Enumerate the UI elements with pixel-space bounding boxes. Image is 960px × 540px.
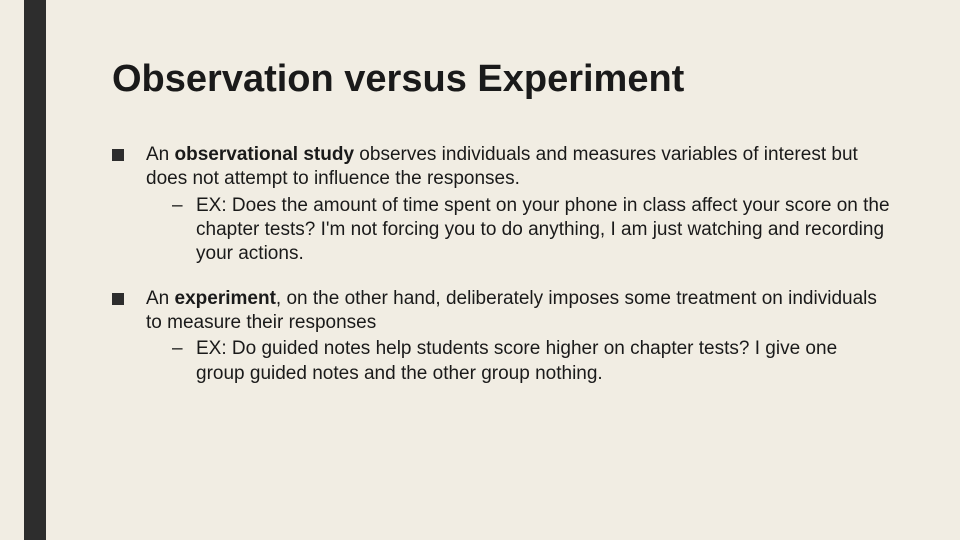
sub-list: EX: Does the amount of time spent on you… bbox=[146, 194, 890, 267]
bullet-text-bold: observational study bbox=[175, 144, 355, 165]
bullet-text-prefix: An bbox=[146, 288, 175, 309]
sub-list-item: EX: Does the amount of time spent on you… bbox=[172, 194, 890, 267]
accent-bar bbox=[24, 0, 46, 540]
sub-list: EX: Do guided notes help students score … bbox=[146, 337, 890, 386]
sub-bullet-text: EX: Do guided notes help students score … bbox=[196, 338, 837, 383]
list-item: An observational study observes individu… bbox=[112, 143, 890, 267]
sub-bullet-text: EX: Does the amount of time spent on you… bbox=[196, 195, 890, 265]
bullet-list: An observational study observes individu… bbox=[112, 143, 890, 386]
slide-title: Observation versus Experiment bbox=[112, 58, 890, 101]
list-item: An experiment, on the other hand, delibe… bbox=[112, 287, 890, 386]
bullet-text-bold: experiment bbox=[175, 288, 276, 309]
slide-content: Observation versus Experiment An observa… bbox=[112, 58, 890, 406]
sub-list-item: EX: Do guided notes help students score … bbox=[172, 337, 890, 386]
slide: Observation versus Experiment An observa… bbox=[0, 0, 960, 540]
bullet-text-prefix: An bbox=[146, 144, 175, 165]
